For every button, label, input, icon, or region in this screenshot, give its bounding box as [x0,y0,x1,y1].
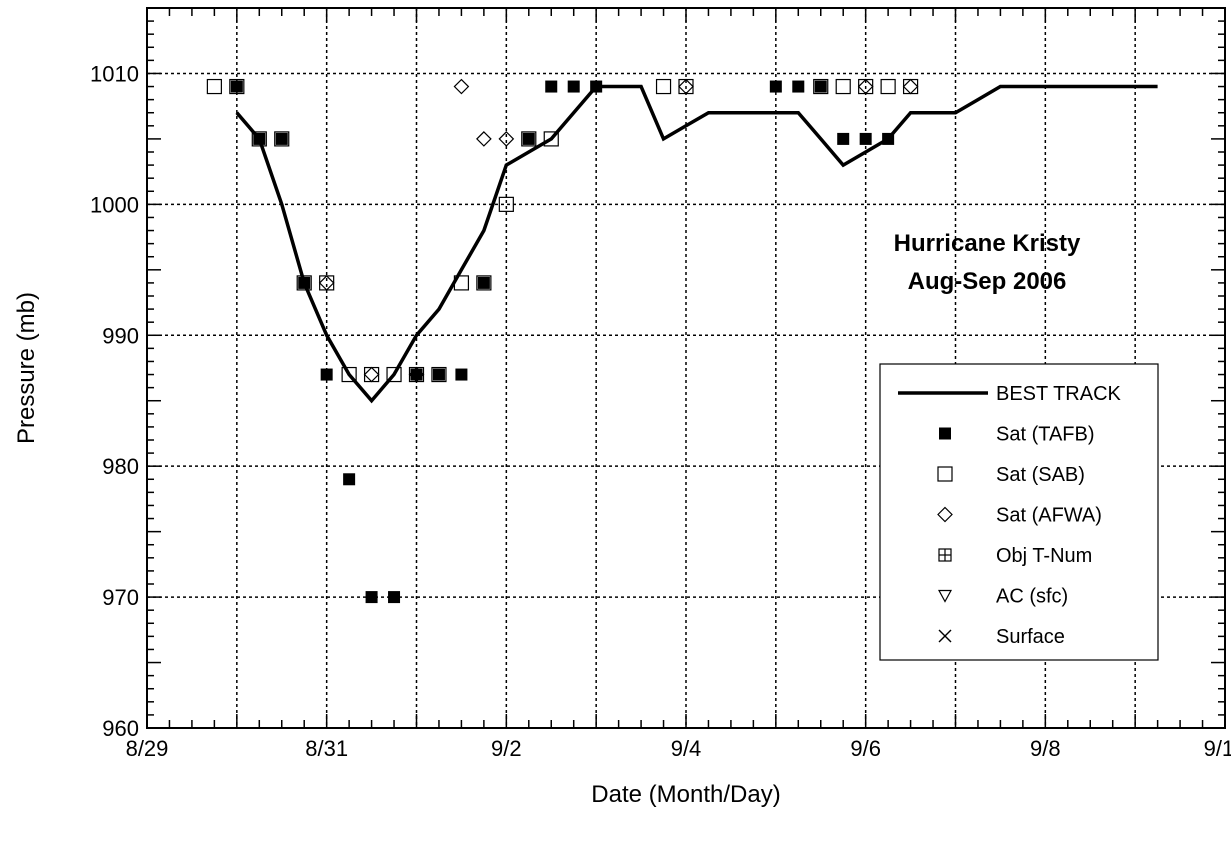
x-tick-label: 8/29 [126,736,169,761]
legend-label: AC (sfc) [996,586,1068,608]
data-point [837,132,850,145]
data-point [857,78,874,95]
data-point [320,368,333,381]
data-point [388,591,401,604]
data-point [567,80,580,93]
legend-label: Sat (AFWA) [996,505,1102,527]
data-point [476,131,492,147]
x-tick-label: 9/10 [1204,736,1231,761]
x-tick-label: 9/8 [1030,736,1061,761]
y-tick-label: 980 [102,454,139,479]
data-point [455,368,468,381]
legend-symbol [937,466,953,482]
y-tick-label: 960 [102,716,139,741]
data-point [590,80,603,93]
storm-date-annotation: Aug-Sep 2006 [908,268,1067,295]
data-point [882,132,895,145]
data-point [835,78,851,95]
data-point [363,366,380,383]
y-tick-label: 990 [102,323,139,348]
y-tick-label: 1010 [90,61,139,86]
data-point [678,78,694,95]
data-point [476,275,492,291]
data-point [410,368,423,381]
x-axis-title: Date (Month/Day) [591,781,780,808]
legend-label: Sat (SAB) [996,464,1085,486]
data-point [902,78,919,95]
data-point [453,78,470,95]
data-point [792,80,805,93]
data-point [274,131,290,147]
data-point [477,276,490,289]
x-tick-label: 9/2 [491,736,522,761]
series-sat-tafb- [230,80,895,604]
data-point [655,78,672,95]
data-point [298,276,311,289]
data-point [453,275,470,291]
legend: BEST TRACK Sat (TAFB) Sat (SAB) Sat (AFWA) O… [879,363,1159,661]
data-point [522,132,535,145]
data-point [498,131,515,147]
plot-area-frame [146,7,1226,729]
data-point [365,591,378,604]
legend-label: Obj T-Num [996,545,1092,567]
data-point [859,132,872,145]
data-point [769,80,782,93]
axis-tick-labels: 8/29 8/31 9/2 9/4 9/6 9/8 9/10 960 970 980 990 1000… [90,61,1231,761]
legend-symbol [939,427,951,440]
data-point [545,80,558,93]
legend-box [879,363,1159,661]
data-point [296,275,312,291]
legend-label: Surface [996,626,1065,648]
storm-name-annotation: Hurricane Kristy [894,230,1081,257]
best-track-line [235,84,1158,404]
data-point [253,132,266,145]
data-point [230,80,243,93]
data-point [343,473,356,486]
data-point [386,366,402,383]
data-point [431,366,447,383]
y-axis-title: Pressure (mb) [13,292,40,444]
data-point [498,196,514,212]
legend-label: BEST TRACK [996,383,1122,405]
series-sat-afwa- [318,78,919,383]
y-tick-label: 970 [102,585,139,610]
data-point [813,78,829,95]
legend-label: Sat (TAFB) [996,424,1095,446]
data-point [229,78,245,95]
plot-series [206,78,1158,604]
data-point [814,80,827,93]
x-tick-label: 8/31 [305,736,348,761]
data-point [341,366,357,383]
legend-symbol [938,548,952,562]
data-point [880,78,896,95]
data-point [902,78,919,95]
legend-symbol [938,629,952,643]
data-point [432,368,445,381]
y-tick-label: 1000 [90,192,139,217]
data-point [275,132,288,145]
x-tick-label: 9/4 [671,736,702,761]
x-tick-label: 9/6 [850,736,881,761]
data-point [363,366,380,383]
data-point [318,275,335,291]
legend-symbol [937,506,953,523]
data-point [521,131,537,147]
data-point [206,78,222,95]
data-point [543,131,559,147]
data-point [251,131,267,147]
legend-symbol [937,589,953,603]
data-point [408,366,425,383]
